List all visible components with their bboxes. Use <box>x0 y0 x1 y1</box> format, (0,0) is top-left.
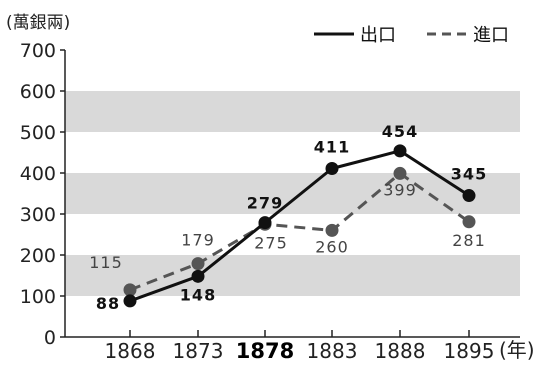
x-unit-label: (年) <box>499 338 535 362</box>
data-label-export: 279 <box>247 194 283 213</box>
data-point-import <box>462 215 476 229</box>
legend-label-import: 進口 <box>473 25 509 46</box>
data-point-export <box>123 294 137 308</box>
data-label-export: 88 <box>96 294 120 313</box>
series-line-export <box>129 149 470 303</box>
data-label-export: 345 <box>451 165 487 184</box>
series-line-import <box>129 171 470 292</box>
axes <box>64 50 520 338</box>
x-tick-label: 1873 <box>173 339 224 363</box>
y-tick-label: 100 <box>20 286 56 308</box>
data-label-export: 148 <box>180 285 216 304</box>
data-label-export: 454 <box>382 122 418 141</box>
x-tick-label: 1878 <box>236 339 294 363</box>
data-label-import: 179 <box>181 231 215 250</box>
y-unit-label: (萬銀兩) <box>6 13 70 33</box>
data-point-import <box>191 257 205 271</box>
data-point-import <box>325 223 339 237</box>
data-point-import <box>393 166 407 180</box>
x-tick-label: 1868 <box>105 339 156 363</box>
data-point-export <box>393 144 407 158</box>
data-point-export <box>191 269 205 283</box>
series-layer <box>123 144 476 308</box>
data-label-import: 115 <box>89 253 123 272</box>
data-point-import <box>123 283 137 297</box>
data-point-export <box>258 216 272 230</box>
x-axis-ticks: 1868 1873 1878 1883 1888 1895 <box>105 330 495 363</box>
data-point-export <box>325 161 339 175</box>
y-axis-ticks: 0 100 200 300 400 500 600 700 <box>20 40 65 349</box>
y-tick-label: 300 <box>20 204 56 226</box>
data-label-import: 275 <box>254 233 288 252</box>
y-tick-label: 0 <box>44 327 56 349</box>
y-tick-label: 500 <box>20 122 56 144</box>
y-tick-label: 400 <box>20 163 56 185</box>
x-tick-label: 1895 <box>444 339 495 363</box>
data-label-import: 260 <box>315 237 349 256</box>
y-tick-label: 600 <box>20 81 56 103</box>
legend-label-export: 出口 <box>360 25 396 46</box>
data-point-export <box>462 189 476 203</box>
data-label-import: 281 <box>452 231 486 250</box>
data-labels: 88 148 279 411 454 345 115 179 275 260 399 281 <box>89 122 487 313</box>
background-bands <box>65 91 520 296</box>
y-tick-label: 200 <box>20 245 56 267</box>
y-tick-label: 700 <box>20 40 56 62</box>
grid-band <box>65 255 520 296</box>
grid-band <box>65 91 520 132</box>
x-tick-label: 1883 <box>307 339 358 363</box>
data-label-export: 411 <box>314 137 350 156</box>
legend: 出口 進口 <box>314 25 509 46</box>
x-tick-label: 1888 <box>375 339 426 363</box>
data-label-import: 399 <box>383 180 417 199</box>
